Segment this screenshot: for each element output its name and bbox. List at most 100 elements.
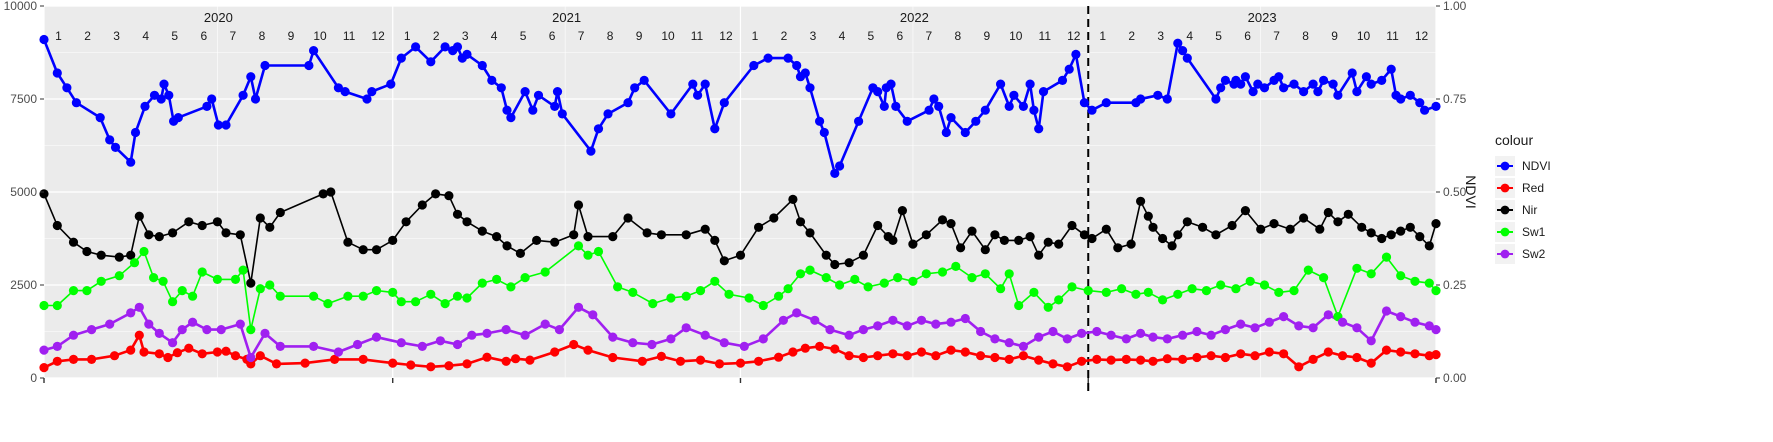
data-point-ndvi [749, 60, 759, 71]
data-point-nir [1158, 233, 1168, 244]
series-points-red [39, 330, 1441, 373]
series-points-sw1 [39, 241, 1441, 335]
data-point-nir [515, 248, 526, 258]
data-point-sw1 [1083, 286, 1093, 296]
data-point-ndvi [854, 116, 864, 126]
data-point-red [844, 351, 854, 361]
data-point-ndvi [1274, 72, 1284, 82]
month-label: 1 [404, 29, 411, 43]
month-label: 5 [868, 29, 875, 43]
data-point-ndvi [411, 42, 421, 52]
data-point-sw1 [758, 300, 768, 311]
data-point-nir [1285, 224, 1295, 234]
y-right-tick-label: 0.75 [1443, 92, 1467, 106]
data-point-nir [144, 230, 154, 240]
data-point-sw2 [681, 323, 691, 333]
data-point-sw2 [1396, 312, 1406, 322]
data-point-sw2 [333, 347, 343, 357]
data-point-ndvi [71, 98, 81, 108]
data-point-ndvi [1386, 64, 1396, 74]
data-point-nir [1299, 213, 1309, 223]
data-point-nir [897, 206, 908, 216]
data-point-sw2 [352, 339, 363, 350]
data-point-sw1 [893, 273, 903, 283]
legend-item-sw1: Sw1 [1495, 222, 1546, 242]
data-point-ndvi [110, 142, 121, 152]
data-point-red [1381, 345, 1392, 355]
data-point-nir [1087, 233, 1097, 244]
data-point-sw1 [835, 280, 845, 290]
data-point-red [1192, 352, 1202, 363]
data-point-sw2 [126, 308, 136, 318]
data-point-nir [39, 189, 49, 199]
legend-key-point [1500, 161, 1510, 171]
data-point-sw2 [417, 341, 427, 351]
data-point-ndvi [1240, 72, 1250, 82]
data-point-nir [735, 250, 746, 260]
data-point-red [300, 358, 310, 368]
legend-key-point [1500, 205, 1510, 215]
data-point-nir [710, 235, 720, 245]
data-point-sw1 [921, 269, 931, 279]
data-point-sw2 [1136, 328, 1146, 338]
data-point-ndvi [1087, 105, 1097, 115]
data-point-sw1 [411, 297, 421, 307]
data-point-red [52, 356, 62, 366]
data-point-red [1338, 351, 1348, 361]
data-point-sw1 [795, 269, 806, 279]
data-point-ndvi [520, 87, 530, 97]
data-point-sw2 [1308, 323, 1318, 333]
data-point-ndvi [426, 57, 436, 67]
data-point-sw2 [588, 310, 598, 320]
month-label: 4 [839, 29, 846, 43]
y-right-tick-label: 0.50 [1443, 185, 1467, 199]
data-point-red [482, 352, 492, 362]
data-point-red [675, 356, 686, 366]
data-point-red [139, 347, 149, 357]
month-label: 8 [954, 29, 961, 43]
legend-item-sw2: Sw2 [1495, 244, 1546, 264]
data-point-red [184, 343, 194, 353]
data-point-ndvi [1004, 101, 1014, 111]
data-point-sw1 [1158, 295, 1168, 305]
data-point-sw1 [506, 282, 516, 292]
month-label: 8 [607, 29, 614, 43]
month-label: 6 [200, 29, 207, 43]
data-point-red [68, 354, 79, 364]
data-point-sw2 [1106, 330, 1116, 340]
data-point-sw1 [1381, 252, 1392, 262]
data-point-sw1 [774, 291, 784, 301]
data-point-nir [956, 243, 966, 253]
month-label: 10 [1009, 29, 1023, 43]
month-label: 11 [1386, 29, 1399, 43]
data-point-sw1 [980, 269, 990, 279]
data-point-sw1 [1259, 280, 1270, 290]
data-point-nir [1173, 230, 1183, 240]
data-point-nir [1101, 224, 1111, 234]
data-point-ndvi [1328, 79, 1338, 89]
data-point-red [1178, 354, 1188, 364]
data-point-red [1092, 354, 1102, 364]
data-point-sw2 [1294, 321, 1304, 331]
data-point-sw1 [139, 246, 149, 257]
data-point-ndvi [367, 87, 377, 97]
data-point-ndvi [710, 124, 720, 134]
data-point-nir [656, 230, 667, 240]
data-point-sw2 [68, 330, 79, 340]
data-point-red [172, 348, 182, 358]
data-point-red [815, 341, 825, 351]
data-point-sw1 [149, 273, 159, 283]
data-point-nir [532, 235, 542, 245]
data-point-nir [573, 200, 584, 210]
data-point-sw2 [758, 334, 768, 344]
data-point-red [1323, 347, 1333, 357]
data-point-ndvi [333, 83, 343, 93]
data-point-ndvi [1361, 72, 1371, 82]
data-point-ndvi [980, 105, 990, 115]
series-points-ndvi [39, 34, 1441, 178]
data-point-sw1 [238, 265, 248, 275]
y-axis-right-title: NDVI [1463, 175, 1479, 208]
month-label: 8 [1302, 29, 1309, 43]
data-point-red [1220, 352, 1230, 363]
data-point-ndvi [1319, 75, 1329, 85]
